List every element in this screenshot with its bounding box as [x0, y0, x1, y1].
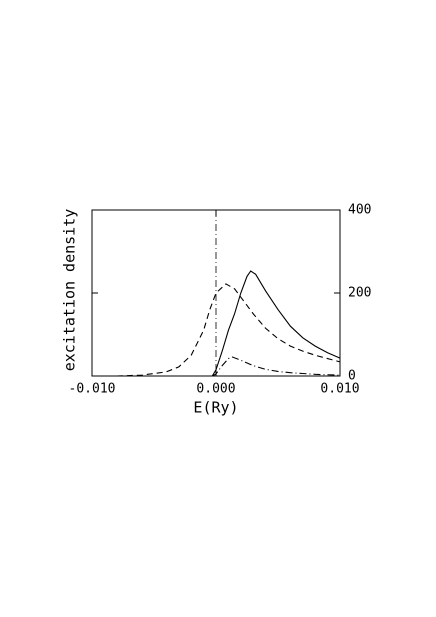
series-line	[212, 356, 341, 377]
series-line	[116, 283, 341, 377]
x-tick-label: -0.010	[69, 382, 116, 397]
x-tick-label: 0.010	[320, 382, 359, 397]
series-line	[211, 270, 341, 377]
x-axis-label: E(Ry)	[193, 399, 238, 417]
y-tick-label: 200	[348, 286, 371, 301]
y-tick-label: 400	[348, 203, 371, 218]
y-axis-label: excitation density	[61, 209, 79, 372]
y-tick-label: 0	[348, 369, 356, 384]
x-tick-label: 0.000	[196, 382, 235, 397]
